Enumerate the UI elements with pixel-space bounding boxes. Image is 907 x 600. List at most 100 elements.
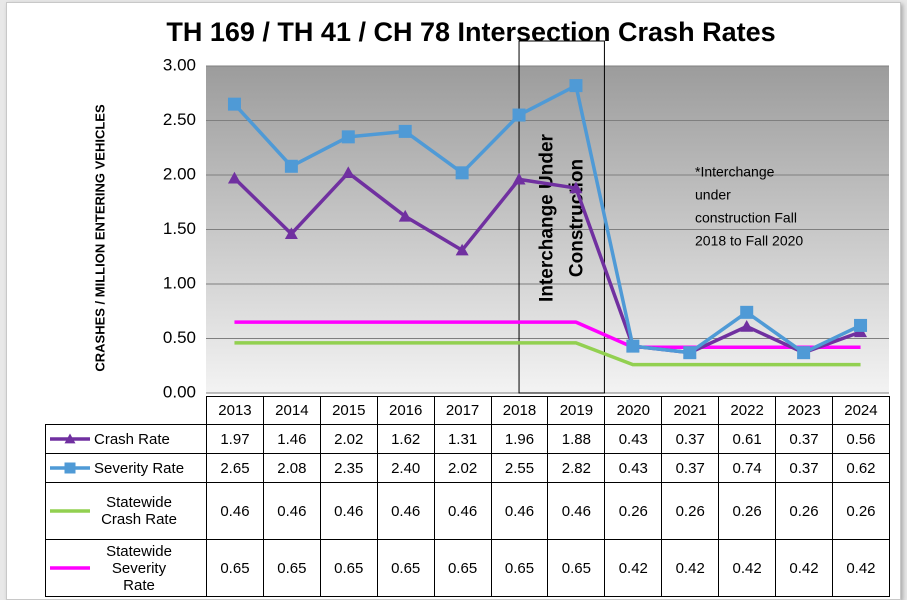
marker	[740, 320, 754, 332]
x-tick-label: 2014	[262, 396, 321, 425]
y-tick-label: 1.00	[163, 273, 196, 292]
marker	[569, 181, 583, 194]
marker	[626, 339, 640, 353]
marker	[569, 79, 583, 93]
table-row: Statewide Severity Rate 0.65 0.65 0.65 0.65 0…	[45, 539, 890, 597]
data-label: 0.43	[604, 424, 663, 454]
legend-label: Severity Rate	[94, 459, 185, 477]
data-label: 0.65	[262, 539, 321, 597]
data-label: 0.42	[604, 539, 663, 597]
legend-item: Severity Rate	[48, 460, 204, 477]
legend-item: Statewide Crash Rate	[48, 494, 204, 528]
note-annotation: 2018 to Fall 2020	[695, 233, 803, 249]
legend-swatch	[50, 509, 90, 513]
y-tick-label: 2.50	[163, 110, 196, 129]
marker	[512, 108, 526, 122]
data-label: 0.46	[319, 482, 378, 540]
legend-entry: Crash Rate	[45, 424, 207, 454]
data-label: 0.26	[831, 482, 890, 540]
marker	[341, 130, 355, 144]
legend-swatch	[50, 566, 90, 570]
series-line	[234, 341, 861, 367]
data-label: 0.26	[604, 482, 663, 540]
data-label: 0.65	[490, 539, 549, 597]
legend-entry: Statewide Severity Rate	[45, 539, 207, 597]
data-label: 2.65	[206, 453, 264, 483]
series-line	[233, 83, 862, 355]
y-tick-label: 0.50	[163, 328, 196, 347]
data-label: 1.62	[376, 424, 435, 454]
marker	[398, 209, 412, 222]
note-annotation: *Interchange	[695, 164, 775, 180]
y-tick-label: 1.50	[163, 219, 196, 238]
data-label: 1.46	[262, 424, 321, 454]
chart: TH 169 / TH 41 / CH 78 Intersection Cras…	[92, 17, 889, 401]
table-row: Statewide Crash Rate 0.46 0.46 0.46 0.46 0.46…	[45, 482, 890, 540]
data-label: 0.65	[376, 539, 435, 597]
data-label: 2.02	[319, 424, 378, 454]
data-label: 0.42	[775, 539, 833, 597]
marker	[64, 462, 76, 474]
marker	[284, 227, 298, 240]
data-label: 0.56	[831, 424, 890, 454]
data-label: 2.82	[547, 453, 606, 483]
data-label: 0.46	[206, 482, 264, 540]
data-label: 0.46	[376, 482, 435, 540]
data-label: 0.61	[718, 424, 777, 454]
y-tick-label: 2.00	[163, 164, 196, 183]
series-line	[234, 320, 861, 349]
data-label: 1.97	[206, 424, 264, 454]
data-label: 0.26	[661, 482, 720, 540]
marker	[797, 346, 811, 360]
data-table: 2013 2014 2015 2016 2017 2018 2019 2020 2021 2022…	[45, 396, 890, 597]
data-label: 0.46	[547, 482, 606, 540]
data-label: 0.42	[831, 539, 890, 597]
x-tick-label: 2019	[547, 396, 606, 425]
data-label: 0.42	[661, 539, 720, 597]
data-label: 1.31	[433, 424, 492, 454]
marker	[455, 243, 469, 256]
box-annotation: Construction	[567, 159, 588, 277]
x-tick-label: 2021	[661, 396, 720, 425]
x-tick-label: 2022	[718, 396, 777, 425]
data-label: 1.96	[490, 424, 549, 454]
x-tick-label: 2016	[376, 396, 435, 425]
legend-item: Crash Rate	[48, 431, 204, 448]
box-annotation: Interchange Under	[537, 133, 558, 301]
y-tick-label: 0.00	[163, 382, 196, 401]
data-label: 2.35	[319, 453, 378, 483]
data-label: 0.43	[604, 453, 663, 483]
frame: TH 169 / TH 41 / CH 78 Intersection Cras…	[6, 2, 901, 600]
legend-label: Statewide Severity Rate	[106, 542, 172, 594]
data-label: 2.40	[376, 453, 435, 483]
marker	[512, 172, 526, 185]
table-row: Crash Rate 1.97 1.46 2.02 1.62 1.31 1.96 1.88 0.…	[45, 424, 890, 454]
data-label: 0.46	[433, 482, 492, 540]
data-label: 0.65	[547, 539, 606, 597]
x-tick-label: 2013	[206, 396, 264, 425]
marker	[740, 305, 754, 319]
data-label: 0.46	[262, 482, 321, 540]
corner	[46, 397, 207, 425]
data-label: 0.26	[718, 482, 777, 540]
table-row: Severity Rate 2.65 2.08 2.35 2.40 2.02 2.55 2.8…	[45, 453, 890, 483]
x-tick-label: 2017	[433, 396, 492, 425]
x-tick-label: 2024	[831, 396, 890, 425]
legend-swatch	[50, 433, 90, 444]
series-line	[233, 171, 862, 355]
note-annotation: construction Fall	[695, 210, 797, 226]
data-label: 0.42	[718, 539, 777, 597]
marker	[683, 346, 697, 360]
legend-label: Crash Rate	[94, 430, 170, 448]
data-label: 1.88	[547, 424, 606, 454]
data-label: 0.65	[319, 539, 378, 597]
data-label: 0.46	[490, 482, 549, 540]
x-tick-label: 2018	[490, 396, 549, 425]
x-tick-label: 2020	[604, 396, 663, 425]
legend-label: Statewide Crash Rate	[101, 494, 177, 528]
data-label: 2.02	[433, 453, 492, 483]
data-label: 0.62	[831, 453, 890, 483]
y-axis-label: CRASHES / MILLION ENTERING VEHICLES	[92, 104, 107, 372]
data-label: 0.74	[718, 453, 777, 483]
y-tick-label: 3.00	[163, 55, 196, 74]
